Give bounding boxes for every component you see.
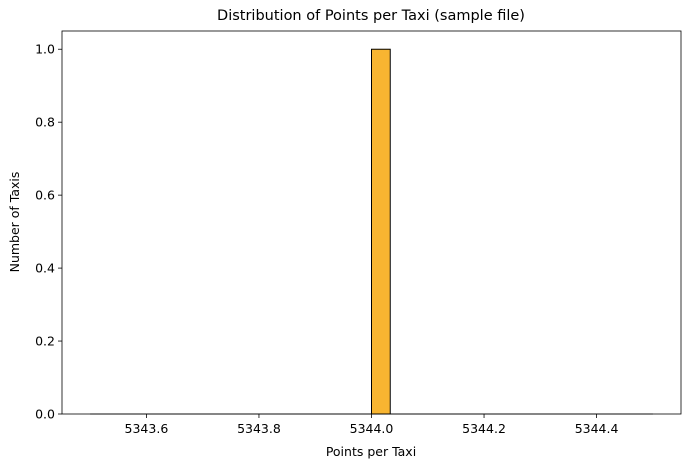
- y-tick-label: 0.0: [35, 407, 55, 422]
- x-tick-label: 5344.0: [350, 421, 394, 436]
- histogram-bar: [371, 48, 391, 415]
- x-axis: 5343.6 5343.8 5344.0 5344.2 5344.4: [125, 414, 619, 436]
- x-tick-label: 5343.6: [125, 421, 169, 436]
- x-tick-label: 5343.8: [237, 421, 281, 436]
- plot-area: 5343.6 5343.8 5344.0 5344.2 5344.4 0.0 0.2 0.4…: [35, 30, 682, 436]
- bars-group: [371, 48, 391, 415]
- x-tick-label: 5344.4: [575, 421, 619, 436]
- y-tick-label: 1.0: [35, 42, 55, 57]
- y-tick-label: 0.2: [35, 334, 55, 349]
- y-tick-label: 0.8: [35, 115, 55, 130]
- y-tick-label: 0.4: [35, 261, 55, 276]
- y-tick-label: 0.6: [35, 188, 55, 203]
- chart-title: Distribution of Points per Taxi (sample …: [217, 8, 525, 24]
- y-axis-title: Number of Taxis: [7, 172, 22, 273]
- x-tick-label: 5344.2: [462, 421, 506, 436]
- y-axis: 0.0 0.2 0.4 0.6 0.8 1.0: [35, 42, 62, 422]
- x-axis-title: Points per Taxi: [326, 444, 416, 459]
